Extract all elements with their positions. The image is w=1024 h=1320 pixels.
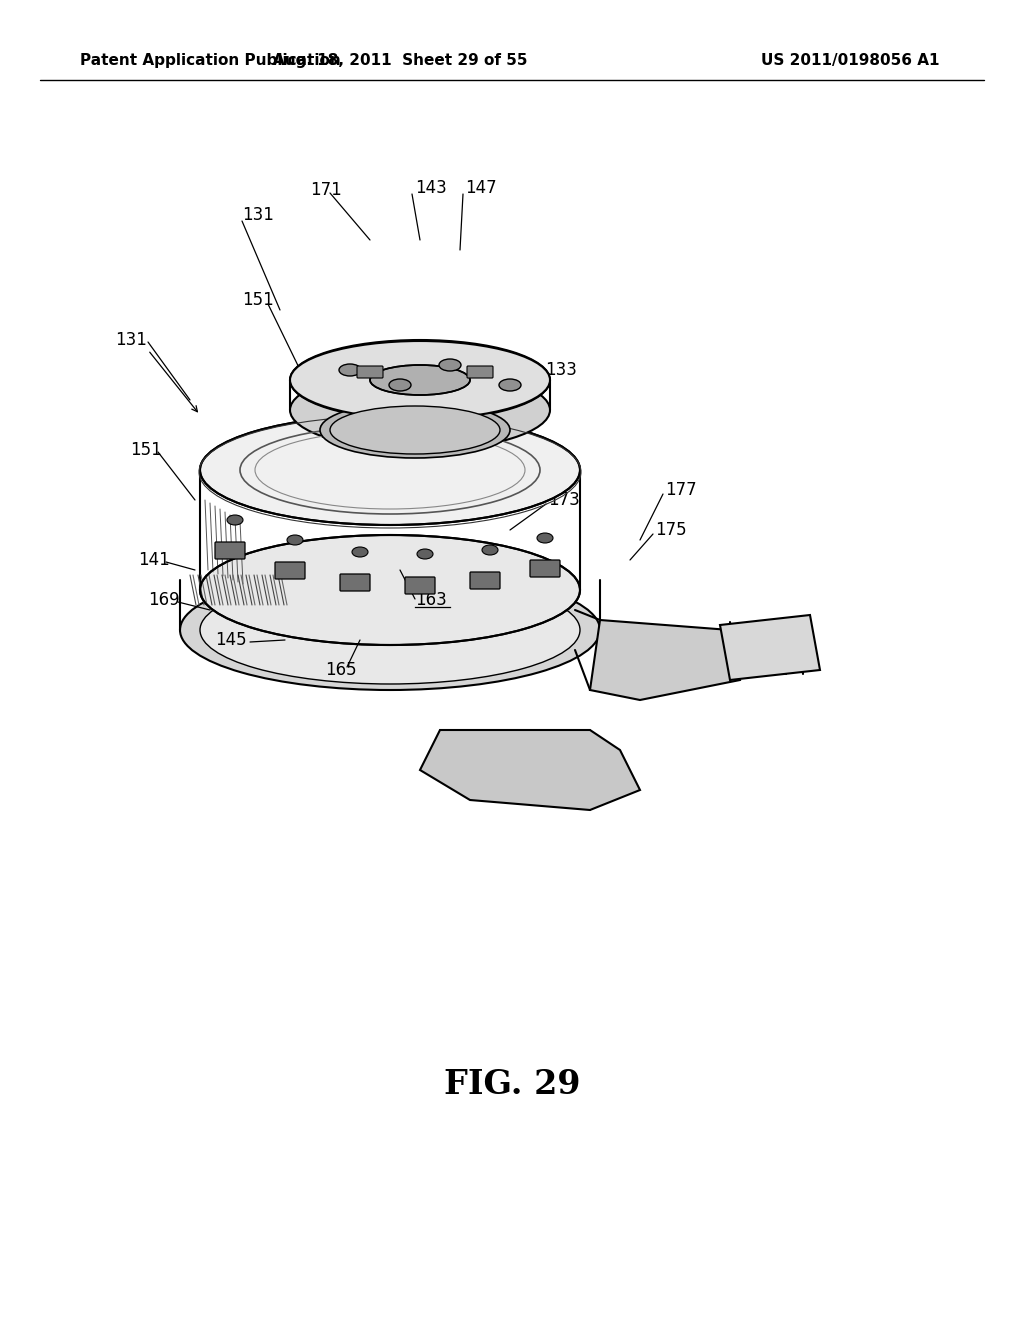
Ellipse shape (200, 414, 580, 525)
Ellipse shape (290, 341, 550, 420)
FancyBboxPatch shape (215, 543, 245, 558)
Text: 165: 165 (325, 661, 356, 678)
Ellipse shape (417, 549, 433, 558)
FancyBboxPatch shape (467, 366, 493, 378)
FancyBboxPatch shape (406, 577, 435, 594)
FancyBboxPatch shape (530, 560, 560, 577)
Text: 141: 141 (138, 550, 170, 569)
Ellipse shape (290, 370, 550, 450)
Ellipse shape (370, 366, 470, 395)
Text: 171: 171 (310, 181, 342, 199)
Ellipse shape (180, 570, 600, 690)
Text: 143: 143 (415, 180, 446, 197)
FancyBboxPatch shape (470, 572, 500, 589)
Ellipse shape (287, 535, 303, 545)
Ellipse shape (290, 341, 550, 418)
Text: 175: 175 (655, 521, 687, 539)
Polygon shape (720, 615, 820, 680)
Text: 147: 147 (465, 180, 497, 197)
FancyBboxPatch shape (357, 366, 383, 378)
Text: FIG. 29: FIG. 29 (443, 1068, 581, 1101)
Ellipse shape (330, 407, 500, 454)
Ellipse shape (352, 546, 368, 557)
Text: Aug. 18, 2011  Sheet 29 of 55: Aug. 18, 2011 Sheet 29 of 55 (272, 53, 527, 67)
Polygon shape (420, 730, 640, 810)
Text: 131: 131 (115, 331, 146, 348)
Ellipse shape (499, 379, 521, 391)
Text: 177: 177 (665, 480, 696, 499)
Text: 151: 151 (130, 441, 162, 459)
Polygon shape (590, 620, 740, 700)
Text: 131: 131 (242, 206, 273, 224)
Text: 169: 169 (148, 591, 179, 609)
Text: 145: 145 (215, 631, 247, 649)
Text: 163: 163 (415, 591, 446, 609)
Ellipse shape (482, 545, 498, 554)
Ellipse shape (339, 364, 361, 376)
Ellipse shape (319, 403, 510, 458)
Text: US 2011/0198056 A1: US 2011/0198056 A1 (761, 53, 939, 67)
Text: 133: 133 (545, 360, 577, 379)
Ellipse shape (537, 533, 553, 543)
Ellipse shape (389, 379, 411, 391)
Text: 173: 173 (548, 491, 580, 510)
Ellipse shape (200, 576, 580, 684)
Ellipse shape (200, 535, 580, 645)
FancyBboxPatch shape (340, 574, 370, 591)
Text: Patent Application Publication: Patent Application Publication (80, 53, 341, 67)
FancyBboxPatch shape (275, 562, 305, 579)
Ellipse shape (227, 515, 243, 525)
Ellipse shape (439, 359, 461, 371)
Text: 151: 151 (242, 290, 273, 309)
